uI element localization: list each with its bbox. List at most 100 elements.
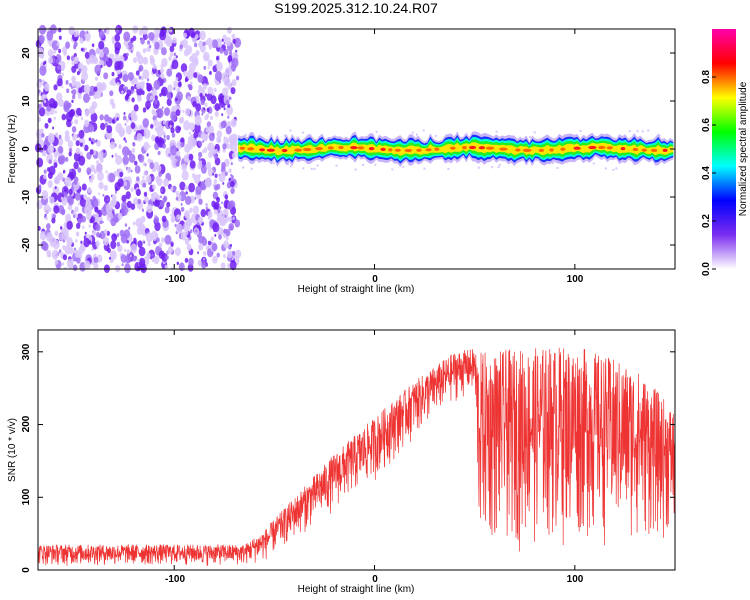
noise-blob [120, 254, 127, 263]
noise-blob [164, 234, 172, 245]
noise-blob [125, 44, 129, 50]
noise-blob [102, 236, 110, 246]
noise-blob [180, 141, 185, 148]
noise-blob [146, 204, 153, 213]
noise-blob [145, 264, 148, 268]
noise-blob [125, 125, 133, 135]
noise-blob [97, 82, 100, 86]
noise-blob [172, 37, 177, 44]
noise-blob [39, 231, 47, 241]
noise-blob [226, 250, 233, 259]
noise-speck [402, 166, 405, 169]
noise-blob [94, 206, 99, 213]
noise-blob [134, 165, 141, 174]
noise-blob [62, 46, 68, 54]
noise-blob [111, 233, 118, 242]
noise-blob [79, 197, 87, 207]
noise-blob [121, 90, 124, 95]
noise-blob [198, 174, 201, 179]
noise-blob [61, 262, 65, 266]
noise-blob [110, 240, 117, 250]
noise-blob [64, 156, 69, 162]
noise-blob [72, 264, 78, 272]
noise-blob [60, 175, 64, 181]
noise-blob [36, 157, 44, 168]
noise-blob [154, 95, 158, 100]
noise-blob [212, 172, 215, 176]
noise-blob [171, 132, 176, 138]
noise-blob [56, 65, 61, 70]
noise-blob [174, 95, 182, 105]
noise-blob [176, 150, 181, 157]
signal-peak [327, 146, 334, 150]
noise-blob [111, 71, 115, 77]
snr-x-tick-0: 0 [372, 574, 378, 585]
noise-blob [161, 47, 167, 56]
noise-blob [75, 140, 80, 147]
noise-blob [161, 237, 165, 243]
noise-blob [53, 205, 60, 214]
spectrogram-panel: -100 0 100 -20 -10 0 10 20 Height of str… [7, 24, 676, 295]
noise-blob [189, 229, 193, 234]
noise-blob [143, 170, 148, 176]
noise-blob [167, 250, 171, 255]
noise-blob [99, 220, 103, 225]
noise-blob [211, 243, 218, 252]
noise-blob [171, 122, 174, 125]
noise-blob [176, 261, 179, 265]
noise-blob [116, 233, 120, 238]
colorbar-tick-0.0: 0.0 [701, 262, 712, 276]
noise-speck [310, 167, 313, 170]
noise-blob [235, 142, 238, 147]
noise-blob [71, 65, 77, 74]
noise-blob [130, 113, 136, 121]
noise-blob [115, 123, 123, 134]
noise-blob [136, 176, 140, 182]
noise-blob [66, 220, 73, 230]
noise-blob [207, 142, 215, 153]
noise-speck [641, 130, 644, 133]
noise-blob [207, 59, 213, 67]
noise-speck [447, 167, 450, 170]
noise-blob [97, 151, 104, 160]
noise-blob [138, 246, 146, 257]
noise-blob [183, 70, 187, 77]
noise-blob [87, 171, 90, 176]
noise-blob [133, 237, 137, 243]
noise-blob [203, 251, 207, 256]
noise-blob [129, 180, 133, 184]
noise-blob [201, 112, 204, 116]
spectrogram-y-axis-label: Frequency (Hz) [7, 115, 18, 184]
noise-blob [99, 114, 104, 121]
noise-blob [122, 155, 129, 165]
noise-speck [628, 130, 631, 133]
noise-blob [60, 196, 64, 201]
noise-blob [220, 120, 226, 129]
snr-plot-frame [37, 329, 676, 571]
noise-blob [204, 102, 208, 108]
noise-blob [66, 55, 71, 61]
noise-speck [604, 167, 607, 170]
noise-blob [140, 37, 145, 45]
noise-blob [148, 32, 155, 41]
noise-blob [168, 56, 172, 61]
noise-blob [135, 188, 141, 197]
noise-blob [43, 204, 51, 214]
noise-blob [111, 154, 114, 158]
signal-peak [315, 147, 323, 151]
noise-blob [125, 254, 132, 264]
noise-blob [37, 185, 42, 191]
noise-speck [289, 165, 292, 168]
noise-blob [223, 41, 226, 45]
noise-blob [126, 52, 129, 57]
noise-blob [84, 109, 90, 117]
colorbar-tick-0.4: 0.4 [701, 166, 712, 180]
signal-peak [478, 146, 486, 150]
noise-blob [154, 136, 160, 144]
noise-blob [155, 199, 160, 207]
noise-blob [216, 130, 223, 139]
noise-blob [214, 103, 221, 112]
noise-blob [157, 150, 161, 156]
noise-blob [57, 78, 63, 87]
